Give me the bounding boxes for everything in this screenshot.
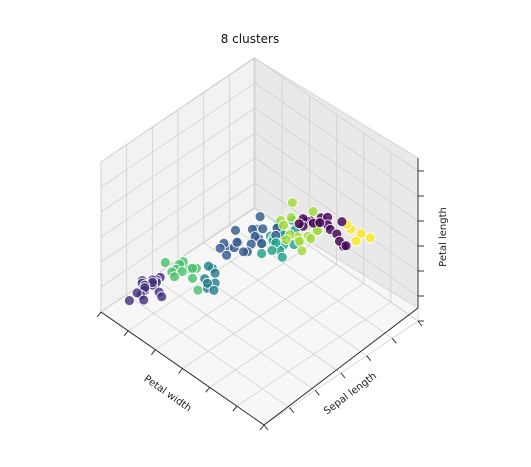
- x-axis-tick: [259, 424, 265, 431]
- gridline: [100, 57, 256, 163]
- x-axis-label: Petal width: [142, 374, 194, 415]
- data-point-cluster-2: [231, 236, 243, 248]
- data-point-cluster-2: [230, 224, 241, 236]
- x-axis-tick: [205, 387, 211, 393]
- data-point-cluster-4: [256, 248, 268, 259]
- y-axis-tick: [263, 424, 269, 431]
- x-axis-tick: [232, 405, 238, 412]
- data-point-cluster-0: [336, 216, 348, 228]
- data-point-cluster-6: [280, 234, 292, 246]
- y-axis-tick: [391, 338, 397, 344]
- data-point-cluster-2: [256, 238, 268, 249]
- data-point-cluster-7: [364, 232, 376, 244]
- x-axis-tick: [123, 330, 129, 337]
- data-point-cluster-6: [296, 245, 308, 257]
- chart-title: 8 clusters: [221, 32, 280, 46]
- y-axis-tick: [417, 320, 423, 327]
- data-point-cluster-5: [192, 284, 204, 296]
- data-point-cluster-1: [123, 295, 135, 307]
- y-axis-label: Sepal length: [322, 371, 379, 418]
- data-point-cluster-6: [278, 219, 289, 231]
- data-point-cluster-2: [257, 223, 269, 235]
- gridline: [254, 57, 419, 172]
- data-point-cluster-0: [340, 240, 352, 252]
- data-point-cluster-0: [293, 218, 305, 230]
- data-point-cluster-6: [293, 235, 305, 247]
- data-point-cluster-6: [305, 233, 317, 244]
- y-axis-tick: [366, 355, 372, 361]
- data-point-cluster-4: [276, 251, 288, 263]
- data-point-cluster-1: [131, 287, 143, 299]
- x-axis-tick: [178, 368, 183, 374]
- y-axis-tick: [340, 372, 346, 379]
- z-axis-label: Petal length: [438, 207, 449, 267]
- data-point-cluster-5: [176, 266, 188, 277]
- data-point-cluster-7: [355, 228, 367, 240]
- axis-ticks: [96, 170, 424, 431]
- data-point-cluster-4: [266, 244, 278, 256]
- data-point-cluster-1: [138, 294, 150, 306]
- y-axis-tick: [314, 390, 320, 396]
- y-axis-tick: [289, 407, 295, 413]
- gridline: [100, 82, 256, 188]
- data-point-cluster-6: [285, 211, 297, 223]
- data-point-cluster-0: [314, 217, 326, 229]
- data-point-cluster-2: [254, 211, 266, 223]
- x-axis-tick: [96, 311, 102, 318]
- data-point-cluster-5: [187, 272, 198, 284]
- data-point-cluster-3: [208, 284, 220, 296]
- data-point-cluster-3: [203, 260, 214, 272]
- data-point-cluster-5: [187, 262, 198, 274]
- data-points: [123, 197, 376, 307]
- data-point-cluster-5: [169, 271, 180, 283]
- data-point-cluster-1: [156, 291, 168, 303]
- data-point-cluster-6: [286, 197, 298, 209]
- data-point-cluster-2: [238, 246, 249, 258]
- data-point-cluster-2: [214, 242, 226, 254]
- gridline: [254, 82, 419, 197]
- data-point-cluster-7: [350, 235, 362, 247]
- x-axis-tick: [150, 349, 156, 355]
- data-point-cluster-3: [209, 267, 221, 279]
- data-point-cluster-5: [159, 257, 171, 268]
- data-point-cluster-2: [221, 249, 233, 261]
- y-axis-line: [263, 307, 419, 426]
- data-point-cluster-3: [201, 277, 213, 289]
